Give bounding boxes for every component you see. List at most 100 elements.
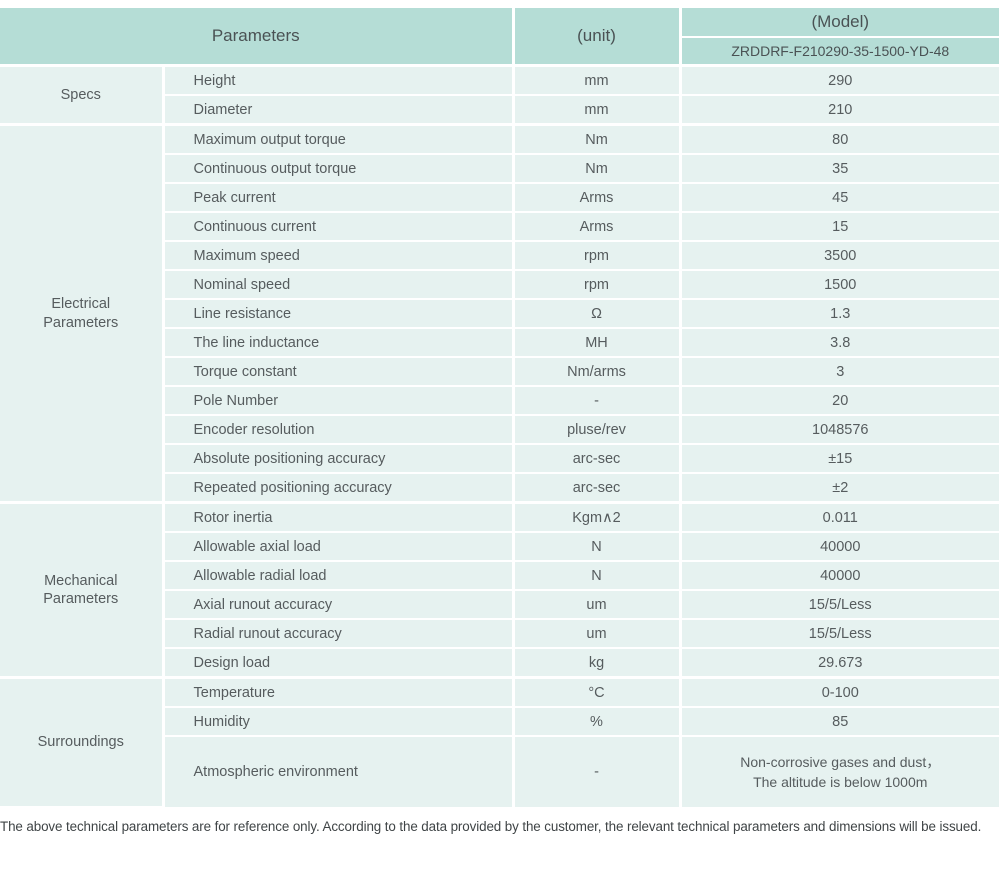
table-row: The line inductance MH 3.8 bbox=[0, 327, 999, 358]
param-name: Continuous current bbox=[163, 211, 515, 242]
param-name: Allowable radial load bbox=[163, 560, 515, 591]
unit-cell: um bbox=[511, 618, 682, 649]
table-row: Repeated positioning accuracy arc-sec ±2 bbox=[0, 472, 999, 504]
table-row: Specs Height mm 290 bbox=[0, 64, 999, 126]
param-name: Repeated positioning accuracy bbox=[163, 472, 515, 504]
value-cell: 0.011 bbox=[678, 501, 999, 533]
unit-cell: °C bbox=[511, 676, 682, 708]
param-name: Rotor inertia bbox=[161, 501, 515, 533]
param-name: Line resistance bbox=[163, 298, 515, 329]
value-cell: 3500 bbox=[678, 240, 999, 271]
unit-cell: N bbox=[511, 531, 682, 562]
unit-cell: N bbox=[511, 560, 682, 591]
header-parameters: Parameters bbox=[0, 8, 515, 67]
unit-cell: Arms bbox=[511, 211, 682, 242]
unit-cell: um bbox=[511, 589, 682, 620]
param-name: Torque constant bbox=[163, 356, 515, 387]
table-row: Mechanical Parameters Rotor inertia Kgm∧… bbox=[0, 501, 999, 679]
table-row: Radial runout accuracy um 15/5/Less bbox=[0, 618, 999, 649]
table-row: Humidity % 85 bbox=[0, 706, 999, 737]
unit-cell: Nm bbox=[511, 153, 682, 184]
value-cell: 1048576 bbox=[678, 414, 999, 445]
value-cell: 1500 bbox=[678, 269, 999, 300]
table-row: Peak current Arms 45 bbox=[0, 182, 999, 213]
param-name: Peak current bbox=[163, 182, 515, 213]
spec-sheet-page: Parameters (unit) (Model) ZRDDRF-F210290… bbox=[0, 8, 999, 890]
value-cell: 15/5/Less bbox=[678, 618, 999, 649]
table-row: Encoder resolution pluse/rev 1048576 bbox=[0, 414, 999, 445]
value-cell: 3 bbox=[678, 356, 999, 387]
table-row: Electrical Parameters Maximum output tor… bbox=[0, 123, 999, 504]
table-row: Allowable radial load N 40000 bbox=[0, 560, 999, 591]
param-name: Nominal speed bbox=[163, 269, 515, 300]
value-cell: 45 bbox=[678, 182, 999, 213]
param-name: The line inductance bbox=[163, 327, 515, 358]
value-cell: 1.3 bbox=[678, 298, 999, 329]
value-cell: 40000 bbox=[678, 531, 999, 562]
value-cell: 3.8 bbox=[678, 327, 999, 358]
value-cell: 35 bbox=[678, 153, 999, 184]
unit-cell: - bbox=[511, 385, 682, 416]
value-cell: 20 bbox=[678, 385, 999, 416]
value-cell: ±2 bbox=[678, 472, 999, 504]
section-label-surroundings: Surroundings bbox=[0, 676, 165, 808]
param-name: Pole Number bbox=[163, 385, 515, 416]
value-cell: Non-corrosive gases and dust， The altitu… bbox=[678, 735, 999, 807]
unit-cell: kg bbox=[511, 647, 682, 679]
param-name: Encoder resolution bbox=[163, 414, 515, 445]
section-label-specs: Specs bbox=[0, 64, 165, 126]
table-header: Parameters (unit) (Model) ZRDDRF-F210290… bbox=[0, 8, 999, 67]
table-row: Atmospheric environment - Non-corrosive … bbox=[0, 735, 999, 807]
table-row: Absolute positioning accuracy arc-sec ±1… bbox=[0, 443, 999, 474]
value-cell: 210 bbox=[678, 94, 999, 126]
value-cell: 0-100 bbox=[678, 676, 999, 708]
param-name: Humidity bbox=[163, 706, 515, 737]
param-name: Radial runout accuracy bbox=[163, 618, 515, 649]
param-name: Continuous output torque bbox=[163, 153, 515, 184]
value-cell: 80 bbox=[678, 123, 999, 155]
unit-cell: arc-sec bbox=[511, 472, 682, 504]
param-name: Maximum output torque bbox=[161, 123, 515, 155]
unit-cell: pluse/rev bbox=[511, 414, 682, 445]
param-name: Allowable axial load bbox=[163, 531, 515, 562]
table-row: Nominal speed rpm 1500 bbox=[0, 269, 999, 300]
parameters-table: Parameters (unit) (Model) ZRDDRF-F210290… bbox=[0, 8, 999, 808]
value-cell: 85 bbox=[678, 706, 999, 737]
param-name: Height bbox=[161, 64, 515, 96]
param-name: Design load bbox=[163, 647, 515, 679]
value-cell: 29.673 bbox=[678, 647, 999, 679]
param-name: Diameter bbox=[163, 94, 515, 126]
table-row: Line resistance Ω 1.3 bbox=[0, 298, 999, 329]
param-name: Atmospheric environment bbox=[163, 735, 515, 807]
section-label-electrical: Electrical Parameters bbox=[0, 123, 165, 504]
table-row: Maximum speed rpm 3500 bbox=[0, 240, 999, 271]
value-cell: 15 bbox=[678, 211, 999, 242]
unit-cell: Nm/arms bbox=[511, 356, 682, 387]
value-cell: ±15 bbox=[678, 443, 999, 474]
table-row: Continuous current Arms 15 bbox=[0, 211, 999, 242]
header-unit: (unit) bbox=[511, 8, 682, 67]
unit-cell: MH bbox=[511, 327, 682, 358]
table-row: Axial runout accuracy um 15/5/Less bbox=[0, 589, 999, 620]
table-row: Pole Number - 20 bbox=[0, 385, 999, 416]
param-name: Maximum speed bbox=[163, 240, 515, 271]
value-cell: 290 bbox=[678, 64, 999, 96]
unit-cell: rpm bbox=[511, 269, 682, 300]
unit-cell: Arms bbox=[511, 182, 682, 213]
table-row: Allowable axial load N 40000 bbox=[0, 531, 999, 562]
unit-cell: Nm bbox=[511, 123, 682, 155]
unit-cell: Ω bbox=[511, 298, 682, 329]
section-label-mechanical: Mechanical Parameters bbox=[0, 501, 165, 679]
unit-cell: arc-sec bbox=[511, 443, 682, 474]
unit-cell: rpm bbox=[511, 240, 682, 271]
unit-cell: Kgm∧2 bbox=[511, 501, 682, 533]
table-row: Continuous output torque Nm 35 bbox=[0, 153, 999, 184]
unit-cell: - bbox=[511, 735, 682, 807]
footer-note: The above technical parameters are for r… bbox=[0, 819, 982, 834]
header-model: (Model) bbox=[678, 8, 999, 38]
param-name: Absolute positioning accuracy bbox=[163, 443, 515, 474]
value-cell: 40000 bbox=[678, 560, 999, 591]
unit-cell: % bbox=[511, 706, 682, 737]
header-model-number: ZRDDRF-F210290-35-1500-YD-48 bbox=[680, 36, 999, 67]
table-row: Torque constant Nm/arms 3 bbox=[0, 356, 999, 387]
